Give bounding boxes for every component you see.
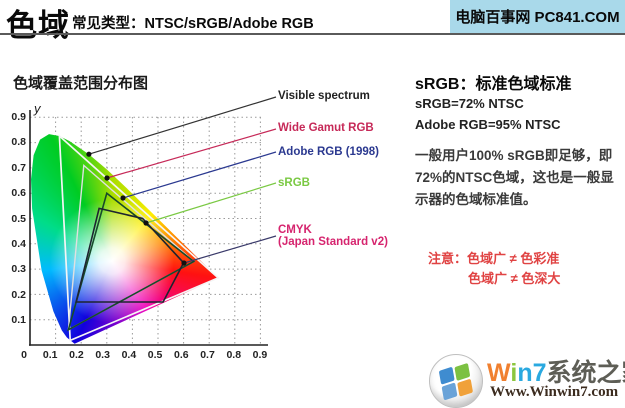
site-logo-text: Win7系统之家 xyxy=(487,353,625,389)
x-tick: 0.3 xyxy=(95,349,110,361)
page-subtitle: 常见类型：NTSC/sRGB/Adobe RGB xyxy=(72,16,314,32)
cmyk-gamut-polygon xyxy=(75,207,185,303)
x-tick: 0.9 xyxy=(252,349,268,361)
label-wide-gamut-rgb: Wide Gamut RGB xyxy=(278,122,374,134)
y-tick: 0.8 xyxy=(11,136,26,149)
x-tick: 0.8 xyxy=(226,349,242,361)
flag-pane-lightblue xyxy=(441,382,458,401)
label-adobe-rgb: Adobe RGB (1998) xyxy=(278,146,379,158)
dot-srgb xyxy=(143,220,149,226)
logo-site-name: 系统之家 xyxy=(546,359,625,387)
chart-title: 色域覆盖范围分布图 xyxy=(13,75,149,92)
flag-pane-orange xyxy=(457,378,474,397)
info-heading: sRGB：标准色域标准 xyxy=(415,76,572,93)
x-axis-ticks: 0 0.1 0.2 0.3 0.4 0.5 0.6 0.7 0.8 0.9 xyxy=(13,349,271,361)
header-divider xyxy=(0,33,625,35)
x-tick: 0.2 xyxy=(69,349,84,361)
x-tick: 0.1 xyxy=(42,349,58,361)
x-tick: 0.6 xyxy=(174,349,189,361)
y-tick: 0.4 xyxy=(11,237,26,250)
y-tick: 0.1 xyxy=(11,314,26,326)
label-cmyk: CMYK (Japan Standard v2) xyxy=(278,224,388,248)
logo-letter-7: 7 xyxy=(532,359,547,387)
label-cmyk-line2: (Japan Standard v2) xyxy=(278,236,388,248)
wide-gamut-rgb-triangle xyxy=(58,134,220,342)
info-paragraph-line2: 72%的NTSC色域，这也是一般显 xyxy=(415,170,614,185)
label-cmyk-line1: CMYK xyxy=(278,224,312,236)
note-line1: 注意：色域广 ≠ 色彩准 xyxy=(428,251,560,266)
site-url: Www.Winwin7.com xyxy=(490,384,619,400)
watermark-top-text: 电脑百事网 PC841.COM xyxy=(455,9,620,26)
leader-cmyk xyxy=(183,235,277,264)
note-line2: 色域广 ≠ 色深大 xyxy=(468,271,561,286)
y-tick: 0.6 xyxy=(11,187,26,200)
logo-letter-i: i xyxy=(510,359,518,387)
y-tick: 0.3 xyxy=(11,263,26,276)
info-paragraph-line3: 示器的色域标准值。 xyxy=(415,192,537,207)
x-tick: 0.4 xyxy=(121,349,137,361)
y-axis-ticks: 0.9 0.8 0.7 0.6 0.5 0.4 0.3 0.2 0.1 xyxy=(2,111,26,326)
leader-srgb xyxy=(145,182,277,224)
y-tick: 0.2 xyxy=(11,288,26,301)
label-visible-spectrum: Visible spectrum xyxy=(278,90,370,102)
dot-adobe-rgb xyxy=(120,195,126,201)
info-paragraph-line1: 一般用户100% sRGB即足够，即 xyxy=(415,148,613,163)
dot-visible-spectrum xyxy=(86,151,92,157)
info-adobe-ntsc: Adobe RGB=95% NTSC xyxy=(415,117,561,132)
logo-letter-n: n xyxy=(517,359,533,387)
y-tick: 0.7 xyxy=(11,161,26,174)
y-tick: 0.5 xyxy=(11,212,26,225)
leader-wide-gamut xyxy=(106,128,277,179)
info-paragraph: 一般用户100% sRGB即足够，即 72%的NTSC色域，这也是一般显 示器的… xyxy=(415,145,615,211)
x-tick: 0.7 xyxy=(200,349,215,361)
leader-visible-spectrum xyxy=(88,96,277,155)
logo-letter-w: W xyxy=(487,359,511,387)
win7-logo-orb xyxy=(429,354,483,408)
y-tick: 0.9 xyxy=(11,111,26,123)
info-srgb-ntsc: sRGB=72% NTSC xyxy=(415,96,524,111)
page-title: 色域 xyxy=(6,8,70,43)
x-tick: 0 xyxy=(21,349,27,361)
leader-adobe-rgb xyxy=(122,151,277,199)
windows-flag-icon xyxy=(438,362,475,401)
x-tick: 0.5 xyxy=(147,349,163,361)
y-axis-label: y xyxy=(34,101,41,116)
label-srgb: sRGB xyxy=(278,177,310,189)
dot-wide-gamut xyxy=(104,175,110,181)
watermark-top: 电脑百事网 PC841.COM xyxy=(450,0,625,33)
dot-cmyk xyxy=(181,260,187,266)
